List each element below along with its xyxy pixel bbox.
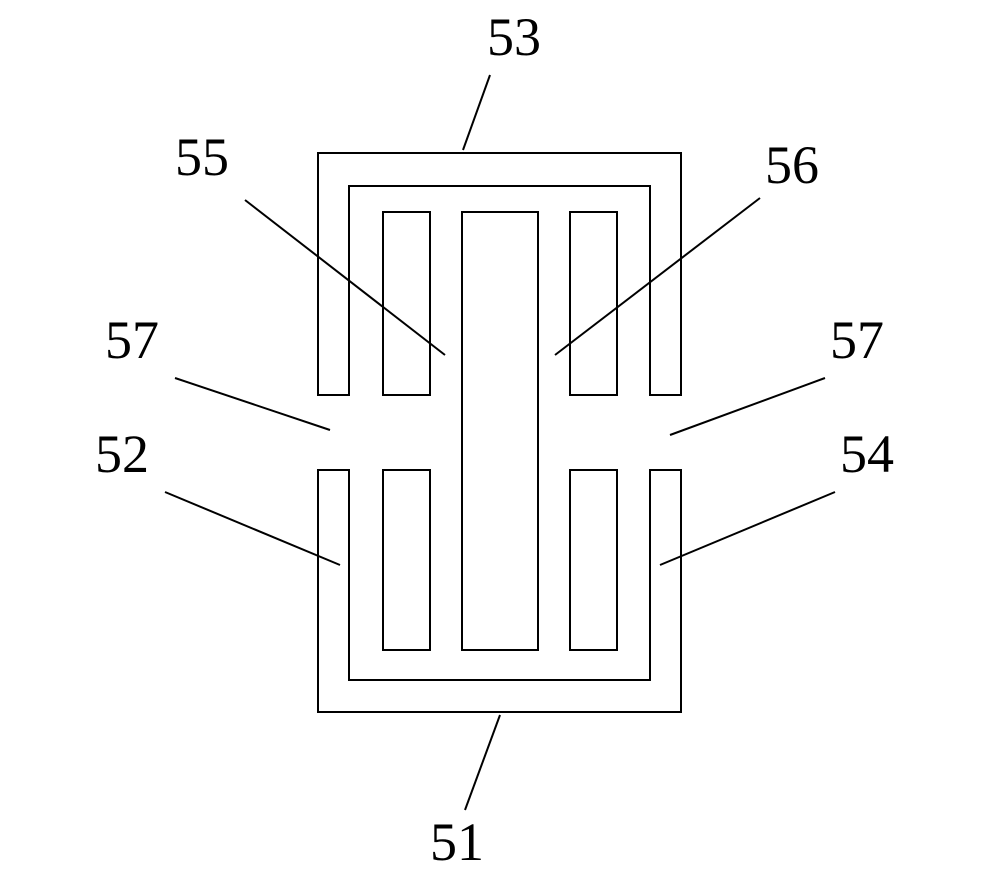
core-inner_left_top: [383, 212, 430, 395]
leader-57L: [175, 378, 330, 430]
label-52: 52: [95, 424, 149, 484]
core-outline: [318, 153, 681, 712]
leader-52: [165, 492, 340, 565]
labels: 53 55 56 57 57 52 54 51: [95, 7, 894, 872]
label-51: 51: [430, 812, 484, 872]
leader-57R: [670, 378, 825, 435]
core-inner_right_bottom: [570, 470, 617, 650]
label-53: 53: [487, 7, 541, 67]
core-inner_left_bottom: [383, 470, 430, 650]
core-shape: [318, 153, 681, 712]
leader-55: [245, 200, 445, 355]
leader-56: [555, 198, 760, 355]
leader-53: [463, 75, 490, 150]
leader-54: [660, 492, 835, 565]
leader-51: [465, 715, 500, 810]
core-inner_right_top: [570, 212, 617, 395]
label-54: 54: [840, 424, 894, 484]
label-57R: 57: [830, 310, 884, 370]
core-inner_center: [462, 212, 538, 650]
label-55: 55: [175, 127, 229, 187]
label-56: 56: [765, 135, 819, 195]
label-57L: 57: [105, 310, 159, 370]
